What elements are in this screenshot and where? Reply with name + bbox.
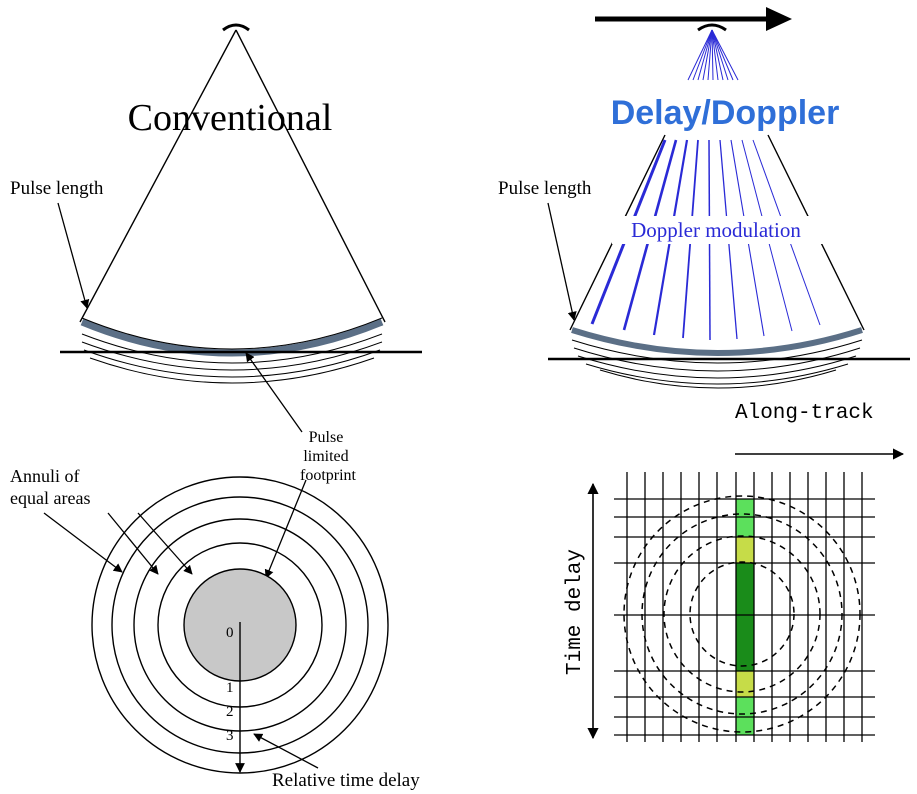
- doppler-cell-light-green: [736, 697, 754, 735]
- grid-horizontal-lines: [614, 498, 875, 736]
- annuli-arrow: [43, 512, 123, 573]
- satellite-icon: [222, 23, 250, 32]
- pulse-band-edge: [81, 317, 383, 350]
- ring-number: 3: [226, 728, 234, 744]
- pulse-length-arrow: [547, 202, 577, 321]
- annulus-ring: [91, 476, 389, 774]
- satellite-motion-arrowhead: [766, 7, 792, 31]
- wavefront-arc: [81, 333, 383, 364]
- footprint-label: Pulse limited footprint: [300, 429, 357, 484]
- ring-number: 2: [226, 704, 234, 720]
- doppler-cell-yellow-green: [736, 671, 754, 697]
- footprint-arrow-up: [245, 352, 303, 433]
- wavefront-arc: [83, 349, 381, 378]
- time-delay-label-arrow: [253, 733, 319, 769]
- pulse-length-arrow: [57, 202, 90, 309]
- doppler-fan-near-satellite: [687, 29, 739, 81]
- delay-doppler-grid: [614, 472, 875, 742]
- time-delay-label: Time delay: [564, 549, 587, 675]
- delay-doppler-panel: Delay/Doppler Doppler modulation: [498, 7, 910, 742]
- along-track-label: Along-track: [735, 402, 874, 425]
- conventional-title: Conventional: [128, 97, 333, 139]
- conventional-panel: Conventional Pulse length Pulse limited …: [10, 23, 422, 791]
- annuli-label: Annuli of equal areas: [10, 466, 90, 508]
- doppler-cell-dark-green: [736, 563, 754, 671]
- doppler-cell-yellow-green: [736, 537, 754, 563]
- satellite-icon: [697, 23, 727, 32]
- doppler-modulation-label: Doppler modulation: [631, 218, 801, 242]
- ring-number: 1: [226, 680, 234, 696]
- wavefront-arc: [585, 363, 849, 385]
- pulse-length-label: Pulse length: [498, 178, 592, 199]
- wavefront-arc: [81, 341, 383, 371]
- relative-time-delay-label: Relative time delay: [272, 770, 420, 791]
- modulation-label-backdrop: [612, 216, 824, 244]
- wavefront-arc: [89, 357, 375, 384]
- pulse-length-label: Pulse length: [10, 178, 104, 199]
- wavefront-arc: [571, 339, 863, 364]
- dashed-delay-circles: [623, 495, 861, 733]
- doppler-cell-light-green: [736, 499, 754, 537]
- beam-edge-right: [235, 29, 386, 323]
- wavefront-arc: [599, 369, 837, 389]
- annuli-arrow: [107, 512, 159, 575]
- annuli-arrow: [137, 512, 193, 575]
- pulse-band: [571, 327, 863, 356]
- ring-number: 0: [226, 625, 234, 641]
- delay-doppler-title: Delay/Doppler: [611, 94, 840, 132]
- wavefront-arc: [577, 355, 857, 379]
- beam-edge-left: [79, 29, 237, 323]
